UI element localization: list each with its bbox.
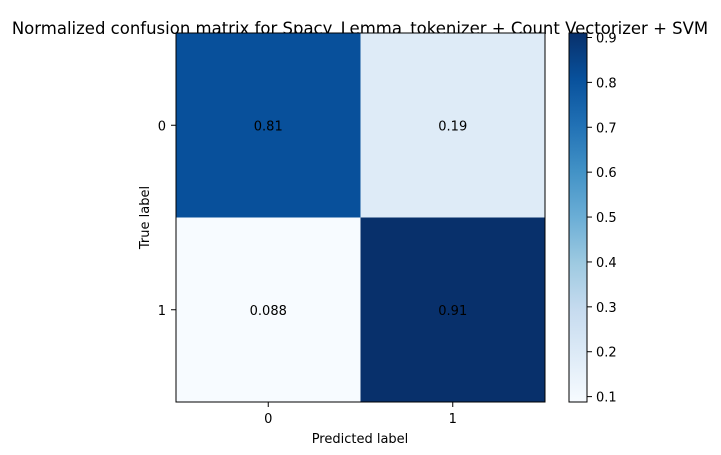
colorbar-tick-label: 0.9 xyxy=(596,31,617,46)
colorbar-tick-label: 0.8 xyxy=(596,76,617,91)
colorbar-tick-label: 0.2 xyxy=(596,346,617,361)
y-axis-ticks: 01 xyxy=(158,119,176,319)
matrix-cell-value: 0.81 xyxy=(254,119,283,134)
matrix-cell xyxy=(360,33,546,218)
matrix-cell-value: 0.19 xyxy=(438,119,467,134)
matrix-cell-value: 0.088 xyxy=(250,304,287,319)
y-tick-label: 1 xyxy=(158,304,166,319)
matrix-cell xyxy=(360,217,546,403)
colorbar-tick-label: 0.1 xyxy=(596,391,617,406)
colorbar xyxy=(568,32,588,403)
x-tick-label: 0 xyxy=(264,412,272,427)
colorbar-ticks: 0.1 0.2 0.3 0.4 0.5 0.6 0.7 0.8 0.9 xyxy=(587,31,617,406)
colorbar-tick-label: 0.6 xyxy=(596,166,617,181)
y-axis-label: True label xyxy=(138,186,153,250)
y-tick-label: 0 xyxy=(158,119,166,134)
colorbar-tick-label: 0.4 xyxy=(596,256,617,271)
colorbar-tick-label: 0.7 xyxy=(596,121,617,136)
matrix-cell-value: 0.91 xyxy=(438,304,467,319)
matrix-cell xyxy=(176,33,361,218)
colorbar-tick-label: 0.3 xyxy=(596,301,617,316)
plot-frame xyxy=(175,32,546,403)
x-tick-label: 1 xyxy=(449,412,457,427)
matrix-cells xyxy=(176,33,546,403)
x-axis-label: Predicted label xyxy=(312,432,409,447)
colorbar-tick-label: 0.5 xyxy=(596,211,617,226)
matrix-cell xyxy=(176,217,361,403)
matrix-cell-labels: 0.81 0.19 0.088 0.91 xyxy=(250,119,468,319)
